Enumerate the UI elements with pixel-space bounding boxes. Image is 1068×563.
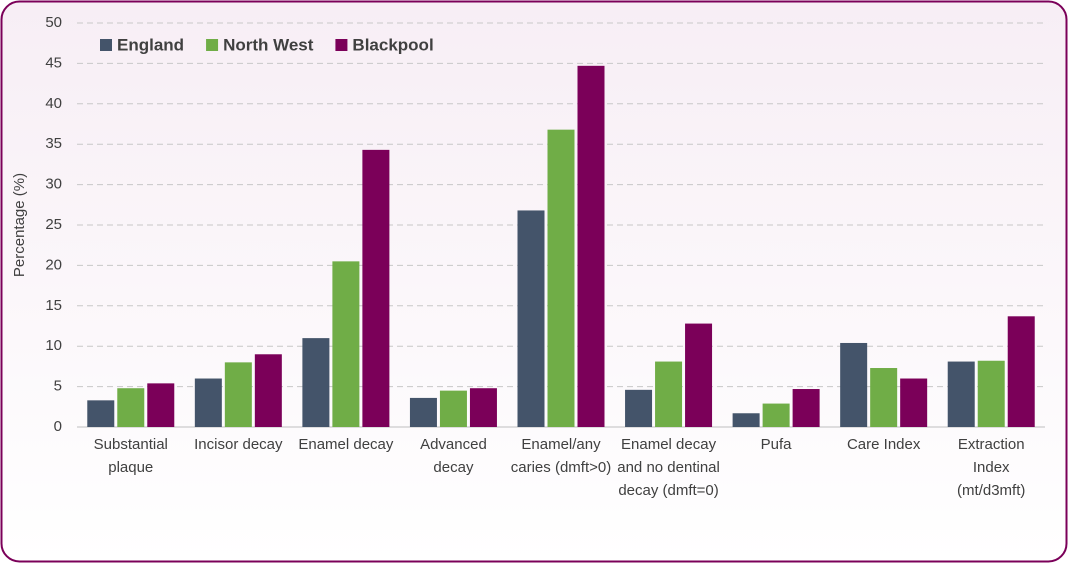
x-tick-label: Enamel/any caries (dmft>0) — [510, 436, 612, 476]
bar — [117, 388, 145, 427]
y-tick-label: 10 — [45, 337, 62, 354]
legend-swatch — [335, 39, 348, 51]
x-tick-label: Substantial plaque — [93, 436, 168, 476]
bar — [625, 389, 653, 427]
legend-label: North West — [223, 35, 314, 54]
bar — [762, 403, 790, 427]
bar — [224, 362, 252, 427]
legend-label: Blackpool — [352, 35, 433, 54]
x-tick-label: Care Index — [846, 436, 921, 453]
bar — [254, 354, 282, 427]
y-tick-label: 25 — [45, 216, 62, 233]
y-tick-label: 45 — [45, 54, 62, 71]
legend-label: England — [117, 35, 184, 54]
bar — [792, 389, 820, 427]
bar — [332, 261, 360, 427]
bar — [517, 210, 545, 427]
bar — [362, 149, 390, 427]
bar — [840, 342, 868, 427]
y-axis-label: Percentage (%) — [11, 173, 28, 277]
bar — [147, 383, 175, 427]
bar — [685, 323, 713, 427]
legend-swatch — [206, 39, 219, 51]
bar — [439, 390, 467, 427]
bar — [547, 129, 575, 427]
bar — [732, 413, 760, 427]
y-tick-label: 5 — [54, 378, 62, 395]
y-tick-label: 50 — [45, 14, 62, 31]
x-tick-label: Enamel decay and no dentinal decay (dmft… — [617, 436, 720, 499]
y-tick-label: 0 — [54, 418, 62, 435]
bar — [409, 397, 437, 427]
bar — [302, 338, 330, 427]
bar — [194, 378, 222, 427]
legend-swatch — [100, 39, 112, 51]
y-tick-label: 20 — [45, 256, 62, 273]
y-tick-label: 40 — [45, 95, 62, 112]
x-tick-label: Incisor decay — [194, 436, 283, 453]
bar — [870, 368, 898, 427]
bar — [577, 65, 605, 427]
y-tick-label: 15 — [45, 297, 62, 314]
bar — [900, 378, 928, 427]
x-tick-label: Pufa — [760, 436, 792, 453]
y-tick-label: 30 — [45, 176, 62, 193]
x-tick-label: Enamel decay — [298, 436, 394, 453]
y-tick-label: 35 — [45, 135, 62, 152]
bar — [87, 400, 115, 427]
x-tick-label: Extraction Index (mt/d3mft) — [957, 436, 1026, 499]
bar — [947, 361, 975, 427]
bar — [655, 361, 683, 427]
x-tick-label: Advanced decay — [420, 436, 487, 476]
bar — [977, 360, 1005, 427]
bar — [1007, 316, 1035, 427]
bar — [469, 388, 497, 427]
